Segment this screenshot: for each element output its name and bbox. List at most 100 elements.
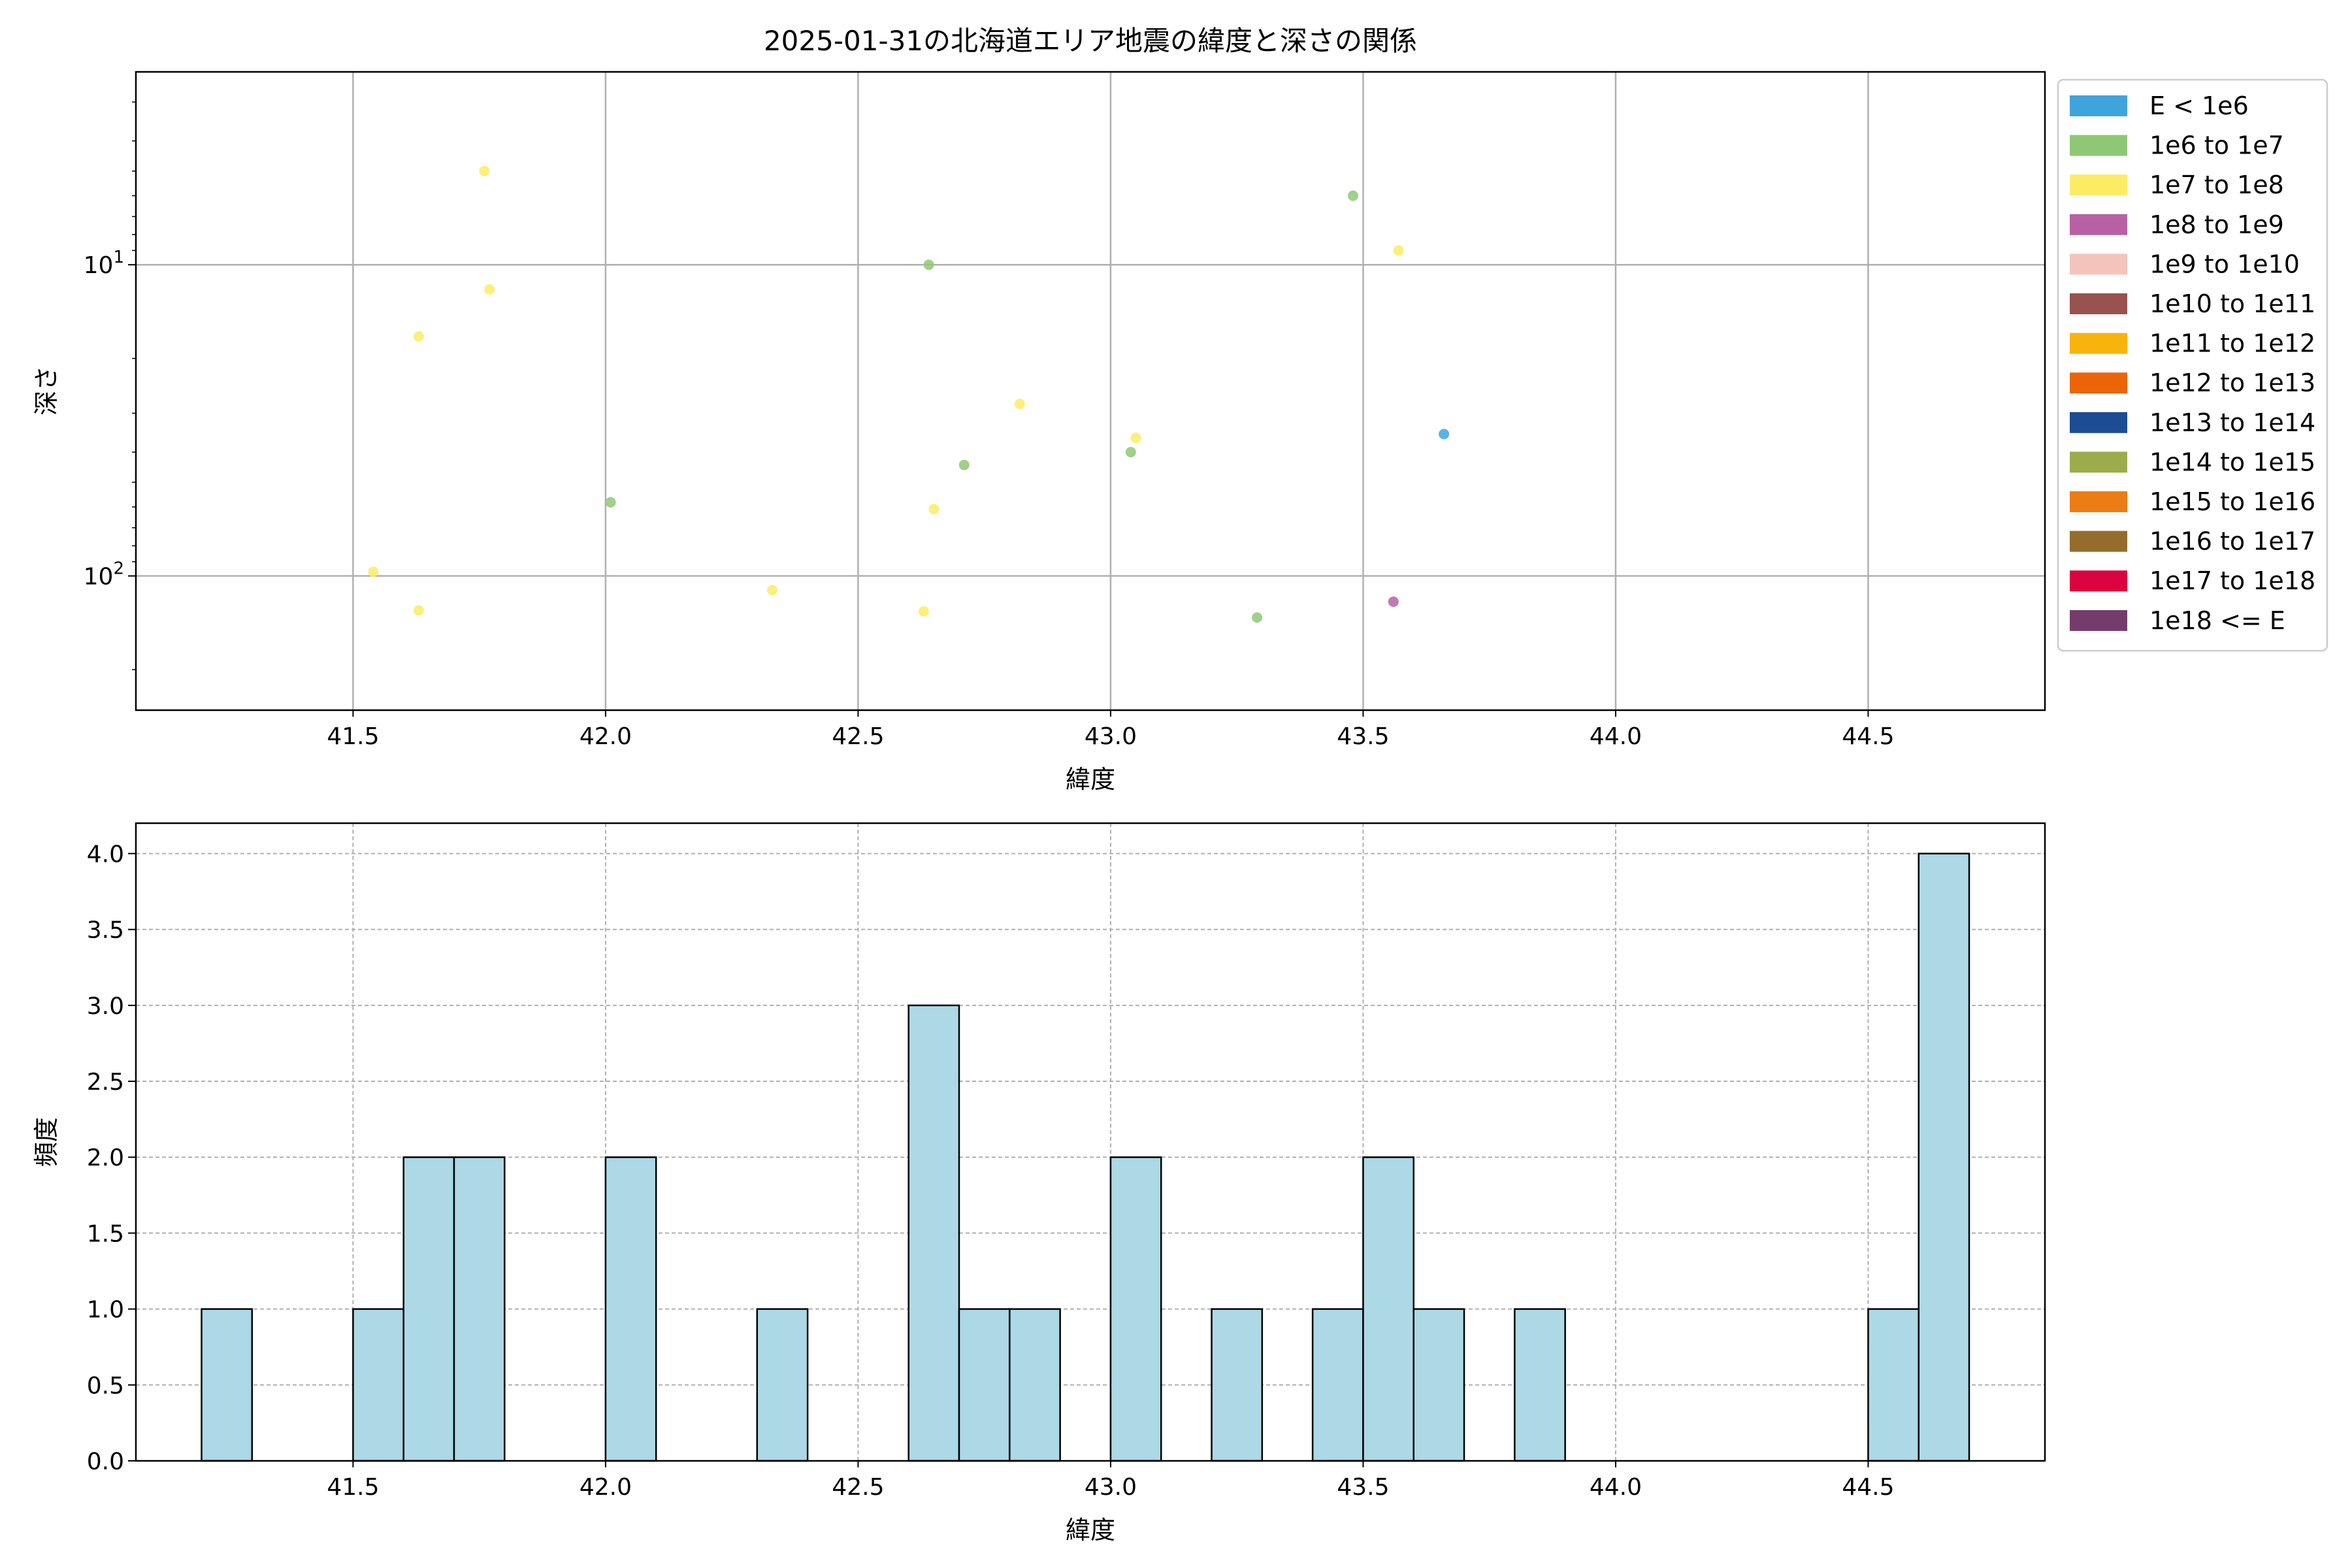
y-tick-label: 1.0 (87, 1297, 124, 1324)
histogram-bar (1514, 1308, 1566, 1462)
histogram-bar (756, 1308, 809, 1462)
scatter-point (918, 606, 929, 617)
scatter-point (767, 585, 777, 596)
legend-label: 1e6 to 1e7 (2149, 131, 2284, 160)
plot-area-background (136, 72, 2045, 710)
scatter-point (1130, 433, 1141, 444)
x-tick-label: 43.0 (1085, 1474, 1137, 1501)
histogram-bar (1362, 1156, 1414, 1462)
y-tick-label: 0.0 (87, 1448, 124, 1475)
legend-label: 1e15 to 1e16 (2149, 487, 2315, 516)
legend-swatch (2070, 135, 2127, 156)
legend-swatch (2070, 570, 2127, 592)
legend-label: 1e9 to 1e10 (2149, 250, 2300, 278)
legend-label: 1e11 to 1e12 (2149, 329, 2315, 358)
scatter-point (1439, 429, 1450, 440)
histogram-bar (201, 1308, 253, 1462)
histogram-bar (352, 1308, 404, 1462)
histogram-bar (402, 1156, 455, 1462)
legend-swatch (2070, 333, 2127, 354)
y-tick-label: 0.5 (87, 1373, 124, 1399)
legend-label: E < 1e6 (2149, 91, 2249, 120)
y-tick-label: 2.5 (87, 1069, 124, 1096)
histogram-bar (1413, 1308, 1465, 1462)
legend-label: 1e10 to 1e11 (2149, 289, 2315, 318)
x-tick-label: 44.0 (1590, 1474, 1642, 1501)
x-tick-label: 44.5 (1842, 1474, 1894, 1501)
y-axis-label: 深さ (32, 366, 61, 416)
legend-swatch (2070, 412, 2127, 433)
x-tick-label: 43.0 (1085, 723, 1137, 750)
legend-swatch (2070, 451, 2127, 473)
legend-label: 1e14 to 1e15 (2149, 448, 2315, 476)
y-tick-label: 1.5 (87, 1220, 124, 1247)
scatter-point (1347, 190, 1358, 201)
legend-swatch (2070, 214, 2127, 235)
x-axis-label: 緯度 (1066, 1516, 1115, 1544)
x-tick-label: 41.5 (327, 723, 379, 750)
x-tick-label: 42.0 (580, 723, 632, 750)
legend-label: 1e18 <= E (2149, 606, 2285, 635)
histogram-bar (1211, 1308, 1264, 1462)
plot-area-frame (135, 822, 2046, 1462)
histogram-bar (604, 1156, 657, 1462)
legend-swatch (2070, 253, 2127, 275)
x-tick-label: 42.5 (832, 1474, 884, 1501)
legend-swatch (2070, 95, 2127, 116)
histogram-bar (453, 1156, 506, 1462)
histogram-bar (958, 1308, 1011, 1462)
x-tick-label: 44.0 (1590, 723, 1642, 750)
x-tick-label: 42.0 (580, 1474, 632, 1501)
scatter-point (479, 165, 490, 176)
y-tick-label: 2.0 (87, 1145, 124, 1171)
legend-label: 1e12 to 1e13 (2149, 368, 2315, 397)
y-tick-label: 4.0 (87, 841, 124, 868)
x-tick-label: 43.5 (1337, 723, 1389, 750)
scatter-point (1252, 612, 1263, 623)
plot-area-frame (135, 71, 2046, 711)
scatter-point (928, 504, 939, 515)
histogram-bars (201, 853, 1970, 1462)
histogram-chart: 41.5 42.0 42.5 43.0 43.5 44.0 44.5 0.0 0.5 1.0 1.… (32, 822, 2046, 1544)
legend-label: 1e13 to 1e14 (2149, 408, 2315, 437)
legend-label: 1e7 to 1e8 (2149, 171, 2284, 199)
legend-label: 1e8 to 1e9 (2149, 210, 2284, 239)
chart-title: 2025-01-31の北海道エリア地震の緯度と深さの関係 (764, 25, 1417, 57)
legend-swatch (2070, 174, 2127, 196)
x-axis-label: 緯度 (1066, 765, 1115, 794)
histogram-bar (1009, 1308, 1061, 1462)
legend-swatch (2070, 531, 2127, 552)
y-axis-label: 頻度 (32, 1117, 61, 1167)
y-axis-ticks: 0.0 0.5 1.0 1.5 2.0 2.5 3.0 3.5 4.0 (87, 841, 136, 1475)
data-points (368, 165, 1450, 623)
x-tick-label: 41.5 (327, 1474, 379, 1501)
legend-frame (2057, 78, 2328, 652)
legend-swatch (2070, 293, 2127, 314)
scatter-point (1388, 596, 1399, 607)
scatter-point (484, 284, 495, 295)
y-tick-label: 3.5 (87, 917, 124, 944)
scatter-point (1014, 399, 1025, 410)
y-tick-label: 3.0 (87, 993, 124, 1020)
histogram-bar (1109, 1156, 1162, 1462)
x-tick-label: 42.5 (832, 723, 884, 750)
histogram-bar (1918, 853, 1970, 1462)
scatter-point (605, 497, 616, 508)
scatter-point (923, 259, 934, 270)
grid-lines (136, 72, 2045, 710)
scatter-point (958, 459, 970, 470)
legend-swatch (2070, 491, 2127, 512)
legend-label: 1e17 to 1e18 (2149, 566, 2315, 595)
x-axis-ticks: 41.5 42.0 42.5 43.0 43.5 44.0 44.5 (327, 1461, 1895, 1501)
histogram-bar (1311, 1308, 1364, 1462)
scatter-point (413, 331, 424, 342)
histogram-bar (907, 1004, 960, 1462)
legend-swatch (2070, 372, 2127, 394)
scatter-point (1393, 245, 1404, 256)
histogram-bar (1867, 1308, 1919, 1462)
x-tick-label: 44.5 (1842, 723, 1894, 750)
x-axis-ticks: 41.5 42.0 42.5 43.0 43.5 44.0 44.5 (327, 710, 1895, 750)
scatter-point (413, 605, 424, 616)
legend-swatch (2070, 610, 2127, 631)
